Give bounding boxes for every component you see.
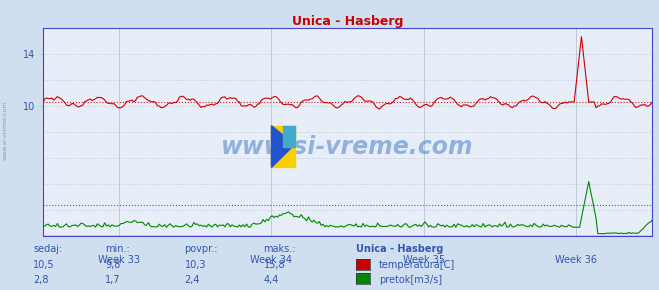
Text: 1,7: 1,7	[105, 275, 121, 285]
Text: Week 33: Week 33	[98, 255, 140, 265]
Text: Unica - Hasberg: Unica - Hasberg	[356, 244, 444, 254]
Text: sedaj:: sedaj:	[33, 244, 62, 254]
Text: www.si-vreme.com: www.si-vreme.com	[221, 135, 474, 159]
Text: 2,8: 2,8	[33, 275, 49, 285]
Text: Week 34: Week 34	[250, 255, 293, 265]
Polygon shape	[272, 126, 295, 167]
Text: 15,8: 15,8	[264, 260, 285, 270]
Text: Week 36: Week 36	[556, 255, 597, 265]
Text: 4,4: 4,4	[264, 275, 279, 285]
Title: Unica - Hasberg: Unica - Hasberg	[292, 14, 403, 28]
Text: 2,4: 2,4	[185, 275, 200, 285]
Text: Week 35: Week 35	[403, 255, 445, 265]
Text: min.:: min.:	[105, 244, 130, 254]
Bar	[283, 126, 295, 146]
Text: 10,5: 10,5	[33, 260, 55, 270]
Text: pretok[m3/s]: pretok[m3/s]	[379, 275, 442, 285]
Text: www.si-vreme.com: www.si-vreme.com	[3, 101, 8, 160]
Text: 9,8: 9,8	[105, 260, 121, 270]
Text: maks.:: maks.:	[264, 244, 296, 254]
Text: povpr.:: povpr.:	[185, 244, 218, 254]
Bar	[272, 126, 295, 167]
Text: 10,3: 10,3	[185, 260, 206, 270]
Text: temperatura[C]: temperatura[C]	[379, 260, 455, 270]
